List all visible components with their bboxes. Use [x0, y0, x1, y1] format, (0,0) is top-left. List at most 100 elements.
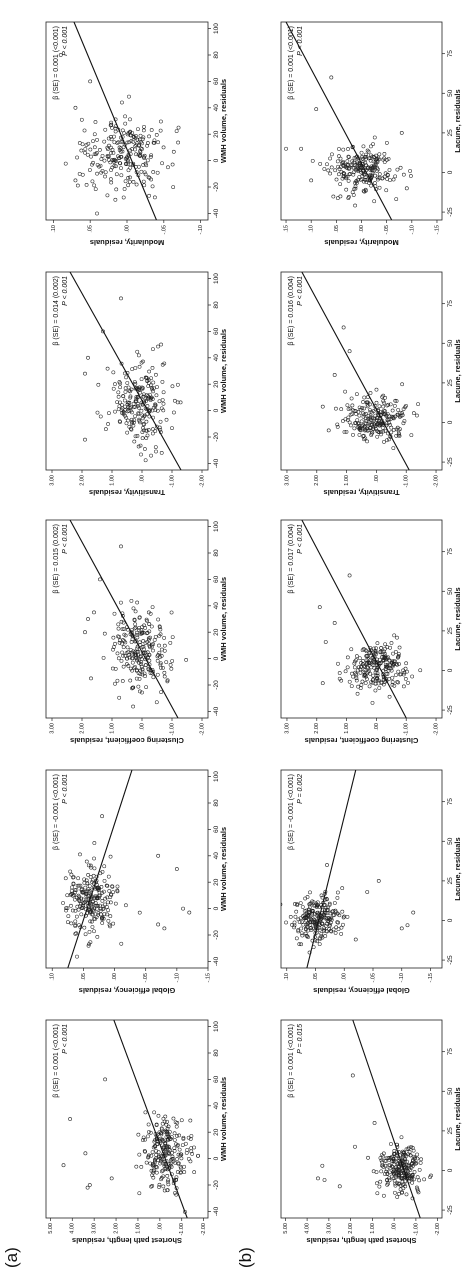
data-point: [369, 183, 373, 188]
x-tick-label: 80: [213, 51, 220, 59]
data-point: [105, 145, 110, 150]
data-point: [130, 656, 134, 661]
x-tick-label: 40: [213, 602, 220, 610]
data-point: [157, 399, 162, 404]
data-point: [111, 158, 116, 163]
data-point: [375, 666, 379, 671]
data-point: [324, 921, 329, 926]
data-point: [141, 422, 146, 426]
data-point: [368, 167, 373, 172]
x-tick-label: -25: [447, 457, 454, 467]
data-point: [415, 1152, 419, 1157]
x-tick-label: 20: [213, 130, 220, 138]
data-point: [63, 876, 68, 881]
data-point: [155, 408, 160, 413]
y-tick-label: 1.00: [344, 475, 350, 486]
data-point: [147, 193, 151, 198]
data-point: [378, 649, 383, 654]
data-point: [388, 423, 392, 427]
data-point: [90, 899, 95, 903]
data-point: [170, 426, 174, 430]
data-point: [385, 672, 390, 676]
data-point: [340, 886, 345, 891]
data-point: [373, 166, 377, 171]
data-point: [374, 387, 379, 392]
data-point: [339, 678, 344, 683]
data-point: [395, 1195, 400, 1199]
data-point: [371, 1169, 376, 1174]
data-point: [124, 156, 129, 161]
data-point: [136, 411, 141, 416]
outlier-point: [314, 107, 319, 112]
data-point: [383, 409, 387, 414]
data-point: [132, 439, 137, 444]
data-point: [134, 630, 139, 635]
data-point: [335, 196, 340, 201]
p-value-annotation: P < 0.001: [297, 524, 304, 554]
y-tick-label: 1.00: [370, 1223, 376, 1234]
y-tick-label: .00: [374, 475, 380, 483]
data-point: [139, 408, 144, 413]
data-point: [360, 648, 365, 653]
data-point: [108, 924, 112, 929]
data-point: [148, 611, 153, 616]
data-point: [397, 1170, 401, 1175]
data-point: [133, 622, 138, 627]
data-point: [151, 170, 156, 174]
data-point: [131, 180, 136, 184]
scatter-plot-b1: -25 0 25 50 75 -2.00 -1.00 .00 1.00 2.00 3.00 4.00 5…: [280, 1019, 462, 1245]
data-point: [111, 370, 116, 375]
data-point: [306, 928, 310, 933]
data-point: [92, 145, 97, 150]
data-point: [129, 427, 134, 432]
data-point: [141, 135, 146, 140]
data-point: [403, 677, 408, 681]
outlier-point: [347, 573, 352, 578]
data-point: [393, 649, 398, 654]
data-point: [146, 666, 151, 671]
data-point: [150, 366, 155, 370]
data-point: [162, 670, 167, 675]
data-point: [152, 138, 157, 143]
data-point: [113, 666, 118, 671]
data-point: [165, 1137, 170, 1142]
data-point: [86, 887, 91, 892]
y-tick-label: -2.00: [433, 475, 439, 488]
data-point: [80, 905, 84, 910]
data-point: [113, 901, 118, 906]
data-point: [83, 885, 88, 890]
data-point: [293, 914, 298, 919]
data-point: [145, 158, 150, 163]
data-point: [352, 160, 357, 165]
data-point: [109, 151, 113, 155]
data-point: [137, 364, 142, 369]
data-point: [372, 165, 377, 169]
data-point: [102, 912, 107, 916]
data-point: [358, 177, 363, 182]
outlier-point: [83, 437, 87, 442]
data-point: [394, 197, 399, 201]
data-point: [385, 1178, 389, 1183]
y-tick-label: 1.00: [109, 723, 115, 734]
data-point: [175, 1121, 180, 1125]
data-point: [160, 398, 165, 402]
x-tick-label: 60: [213, 77, 220, 85]
data-point: [150, 605, 155, 609]
data-point: [126, 418, 130, 423]
data-point: [185, 1147, 190, 1152]
y-tick-label: .00: [392, 1223, 398, 1231]
data-point: [386, 402, 391, 407]
data-point: [400, 1176, 405, 1180]
data-point: [144, 419, 149, 424]
data-point: [104, 883, 109, 888]
data-point: [378, 1179, 383, 1184]
data-point: [93, 901, 98, 906]
data-point: [128, 394, 133, 399]
data-point: [393, 1183, 398, 1188]
outlier-point: [366, 1155, 370, 1160]
data-point: [110, 666, 115, 671]
points-layer: [61, 1020, 200, 1218]
data-point: [413, 1155, 417, 1160]
data-point: [416, 1190, 421, 1195]
data-point: [109, 122, 114, 127]
